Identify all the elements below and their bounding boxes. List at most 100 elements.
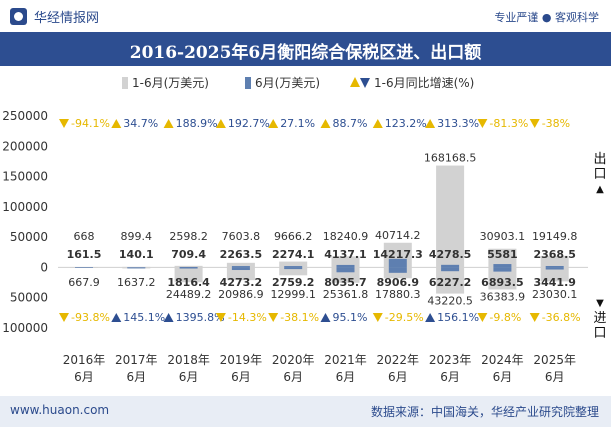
import-yoy-label: -93.8% bbox=[71, 311, 110, 324]
x-tick-label-year: 2019年 bbox=[220, 353, 263, 367]
import-yoy-down-marker bbox=[477, 313, 488, 322]
export-cum-label: 18240.9 bbox=[323, 230, 369, 243]
export-mon-bar bbox=[493, 264, 512, 268]
import-mon-bar bbox=[231, 267, 250, 271]
y-tick-label: 200000 bbox=[2, 139, 48, 153]
import-cum-label: 12999.1 bbox=[270, 288, 316, 301]
import-mon-label: 6893.5 bbox=[481, 276, 523, 289]
x-tick-label-month: 6月 bbox=[493, 370, 513, 384]
import-cum-bar bbox=[383, 267, 412, 279]
import-mon-bar bbox=[336, 267, 355, 273]
import-cum-bar bbox=[540, 267, 569, 282]
export-mon-label: 5581 bbox=[487, 248, 518, 261]
export-mon-label: 2263.5 bbox=[220, 248, 262, 261]
export-cum-bar bbox=[488, 248, 517, 268]
export-yoy-up-marker bbox=[425, 119, 436, 128]
export-mon-bar bbox=[284, 266, 303, 268]
import-mon-label: 8035.7 bbox=[324, 276, 366, 289]
import-mon-label: 667.9 bbox=[68, 276, 100, 289]
export-cum-label: 899.4 bbox=[121, 230, 153, 243]
export-cum-bar bbox=[436, 165, 465, 268]
x-tick-label-month: 6月 bbox=[388, 370, 408, 384]
import-yoy-down-marker bbox=[529, 313, 540, 322]
import-mon-label: 8906.9 bbox=[377, 276, 419, 289]
footer-website[interactable]: www.huaon.com bbox=[10, 403, 110, 417]
legend-up-triangle-icon bbox=[350, 77, 360, 87]
export-yoy-up-marker bbox=[111, 119, 122, 128]
export-mon-label: 4278.5 bbox=[429, 248, 471, 261]
export-cum-bar bbox=[540, 255, 569, 268]
import-mon-bar bbox=[127, 267, 146, 269]
legend-mon-swatch bbox=[245, 77, 251, 89]
export-cum-label: 19149.8 bbox=[532, 230, 578, 243]
x-tick-label-year: 2022年 bbox=[377, 353, 420, 367]
import-yoy-label: 95.1% bbox=[333, 311, 368, 324]
import-yoy-label: -14.3% bbox=[228, 311, 267, 324]
y-tick-label: 50000 bbox=[10, 230, 48, 244]
y-tick-label: 100000 bbox=[2, 321, 48, 335]
import-mon-label: 4273.2 bbox=[220, 276, 262, 289]
export-cum-label: 168168.5 bbox=[424, 152, 477, 165]
export-mon-bar bbox=[388, 258, 407, 268]
x-tick-label-month: 6月 bbox=[179, 370, 199, 384]
export-cum-bar bbox=[174, 265, 203, 268]
export-cum-label: 9666.2 bbox=[274, 230, 313, 243]
export-yoy-label: -94.1% bbox=[71, 117, 110, 130]
export-mon-label: 14217.3 bbox=[373, 248, 423, 261]
export-yoy-label: 313.3% bbox=[437, 117, 479, 130]
export-yoy-label: 27.1% bbox=[280, 117, 315, 130]
legend-down-triangle-icon bbox=[360, 78, 370, 88]
export-mon-bar bbox=[231, 266, 250, 268]
import-mon-label: 6227.2 bbox=[429, 276, 471, 289]
export-yoy-down-marker bbox=[59, 119, 69, 128]
export-cum-bar bbox=[226, 262, 255, 268]
export-yoy-up-marker bbox=[215, 119, 226, 128]
down-arrow-icon: ▼ bbox=[596, 298, 604, 309]
import-mon-bar bbox=[179, 267, 198, 269]
import-mon-label: 1637.2 bbox=[117, 276, 156, 289]
import-cum-label: 17880.3 bbox=[375, 288, 421, 301]
export-yoy-label: -38% bbox=[542, 117, 570, 130]
import-yoy-label: -9.8% bbox=[489, 311, 521, 324]
brand-name: 华经情报网 bbox=[34, 11, 100, 26]
export-mon-bar bbox=[545, 265, 564, 268]
x-tick-label-month: 6月 bbox=[283, 370, 303, 384]
logo-icon bbox=[10, 8, 27, 25]
export-yoy-label: 88.7% bbox=[333, 117, 368, 130]
up-arrow-icon: ▲ bbox=[596, 184, 604, 195]
x-tick-label-year: 2025年 bbox=[533, 353, 576, 367]
top-bar: 华经情报网 专业严谨 ● 客观科学 bbox=[0, 0, 611, 32]
import-yoy-label: -29.5% bbox=[385, 311, 424, 324]
y-tick-label: 50000 bbox=[10, 291, 48, 305]
title-bar bbox=[0, 32, 611, 66]
export-yoy-up-marker bbox=[372, 119, 383, 128]
x-tick-label-month: 6月 bbox=[545, 370, 565, 384]
export-mon-bar bbox=[179, 266, 198, 268]
export-yoy-label: -81.3% bbox=[489, 117, 528, 130]
legend-yoy: 1-6月同比增速(%) bbox=[350, 74, 474, 91]
import-yoy-label: 156.1% bbox=[437, 311, 479, 324]
legend-mon-label: 6月(万美元) bbox=[255, 76, 320, 90]
export-mon-bar bbox=[441, 264, 460, 268]
legend-cum: 1-6月(万美元) bbox=[122, 74, 209, 91]
x-tick-label-month: 6月 bbox=[336, 370, 356, 384]
export-yoy-down-marker bbox=[477, 119, 488, 128]
import-cum-bar bbox=[279, 267, 308, 276]
import-mon-bar bbox=[441, 267, 460, 272]
legend-cum-swatch bbox=[122, 77, 128, 89]
import-yoy-label: -36.8% bbox=[542, 311, 581, 324]
export-mon-label: 709.4 bbox=[171, 248, 206, 261]
legend-mon: 6月(万美元) bbox=[245, 74, 320, 91]
export-yoy-up-marker bbox=[320, 119, 331, 128]
import-yoy-down-marker bbox=[372, 313, 383, 322]
export-yoy-up-marker bbox=[163, 119, 174, 128]
import-cum-label: 25361.8 bbox=[323, 288, 369, 301]
import-yoy-up-marker bbox=[425, 313, 436, 322]
import-mon-label: 3441.9 bbox=[533, 276, 575, 289]
export-cum-bar bbox=[122, 266, 151, 268]
legend-yoy-label: 1-6月同比增速(%) bbox=[374, 76, 475, 90]
export-cum-bar bbox=[331, 256, 360, 268]
import-mon-label: 2759.2 bbox=[272, 276, 314, 289]
import-mon-bar bbox=[284, 267, 303, 270]
